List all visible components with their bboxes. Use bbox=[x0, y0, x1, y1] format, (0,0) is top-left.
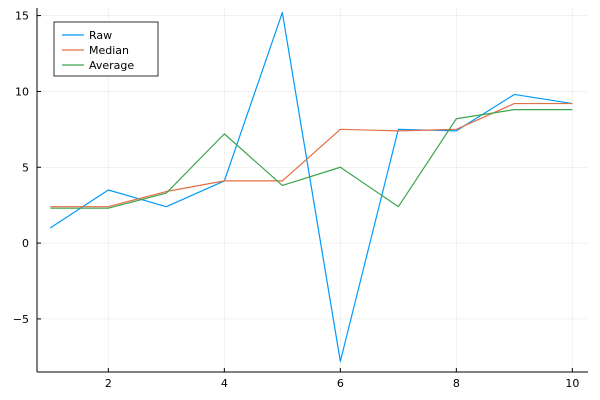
legend-label-median: Median bbox=[89, 44, 129, 57]
series-group bbox=[50, 11, 573, 362]
y-tick-label: −5 bbox=[13, 313, 29, 326]
axes bbox=[36, 8, 588, 373]
y-tick-label: 10 bbox=[15, 85, 29, 98]
y-tick-label: 15 bbox=[15, 10, 29, 23]
legend-label-raw: Raw bbox=[89, 29, 112, 42]
grid bbox=[37, 8, 588, 372]
x-tick-label: 2 bbox=[105, 377, 112, 390]
legend-box bbox=[53, 21, 159, 77]
legend: Raw Median Average bbox=[53, 21, 159, 77]
series-line-median bbox=[50, 102, 573, 208]
y-tick-label: 5 bbox=[22, 161, 29, 174]
series-line-raw bbox=[50, 11, 573, 362]
series-line-average bbox=[50, 109, 573, 209]
tick-labels: 2 4 6 8 10 −5 0 5 10 15 bbox=[13, 10, 580, 390]
x-tick-label: 4 bbox=[221, 377, 228, 390]
legend-label-average: Average bbox=[89, 59, 134, 72]
y-tick-label: 0 bbox=[22, 237, 29, 250]
x-tick-label: 10 bbox=[565, 377, 579, 390]
x-tick-label: 8 bbox=[453, 377, 460, 390]
x-tick-label: 6 bbox=[337, 377, 344, 390]
